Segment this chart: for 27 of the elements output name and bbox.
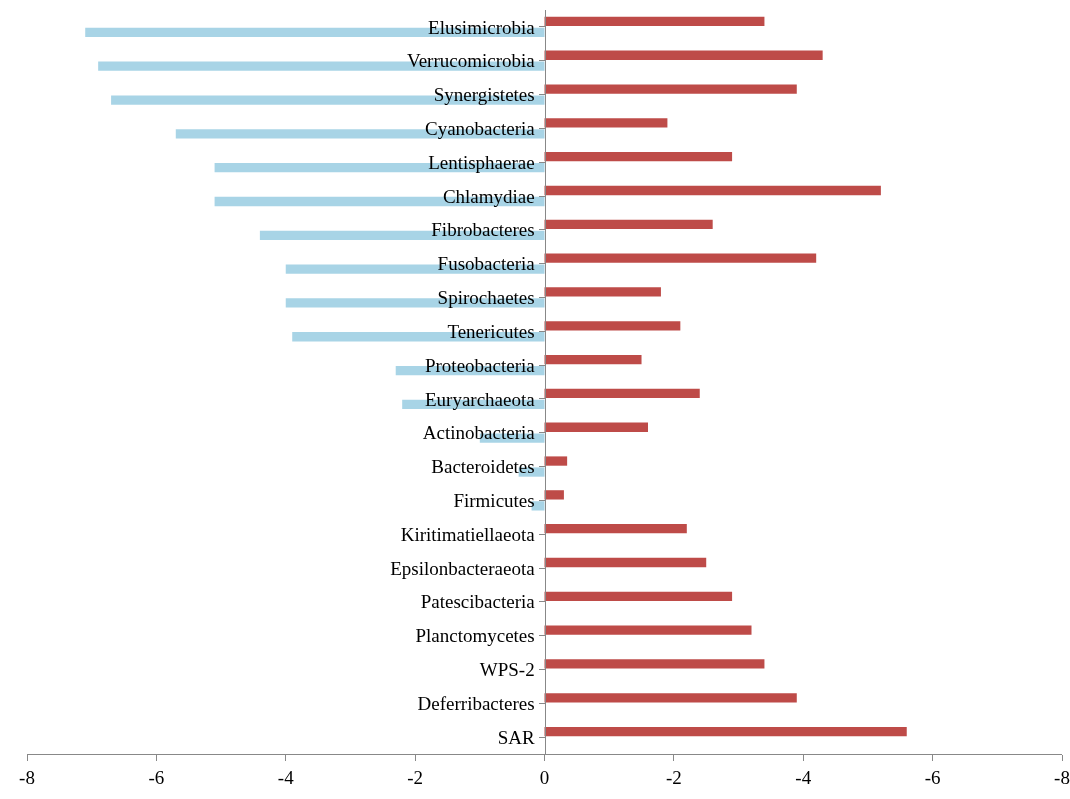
- y-tick-label: Spirochaetes: [437, 287, 535, 309]
- y-tick-label: Proteobacteria: [424, 354, 536, 376]
- y-tick-label: Cyanobacteria: [424, 118, 536, 140]
- y-tick-label: Euryarchaeota: [424, 388, 536, 410]
- y-tick-label: Tenericutes: [447, 320, 535, 342]
- y-tick-label: WPS-2: [479, 659, 535, 681]
- y-tick-label: Synergistetes: [433, 84, 535, 106]
- y-tick-label: SAR: [497, 726, 536, 748]
- y-tick-label: Firmicutes: [453, 490, 535, 512]
- x-tick-label: -8: [19, 766, 35, 788]
- y-tick-label: Lentisphaerae: [428, 151, 535, 173]
- y-tick-label: Bacteroidetes: [431, 456, 535, 478]
- y-tick-label: Verrucomicrobia: [407, 50, 536, 72]
- y-tick-label: Deferribacteres: [417, 692, 535, 714]
- y-tick-label: Fibrobacteres: [431, 219, 535, 241]
- y-tick-label: Fusobacteria: [437, 253, 536, 275]
- x-tick-label: -6: [148, 766, 165, 788]
- x-tick-label: 0: [539, 766, 550, 788]
- y-tick-label: Kiritimatiellaeota: [400, 523, 536, 545]
- y-tick-label: Planctomycetes: [415, 625, 535, 647]
- x-tick-label: -2: [407, 766, 424, 788]
- x-tick-label: -4: [277, 766, 295, 788]
- y-tick-label: Chlamydiae: [442, 185, 535, 207]
- y-tick-label: Patescibacteria: [420, 591, 536, 613]
- y-tick-label: Epsilonbacteraeota: [390, 557, 536, 579]
- y-tick-label: Elusimicrobia: [428, 16, 536, 38]
- y-tick-label: Actinobacteria: [422, 422, 536, 444]
